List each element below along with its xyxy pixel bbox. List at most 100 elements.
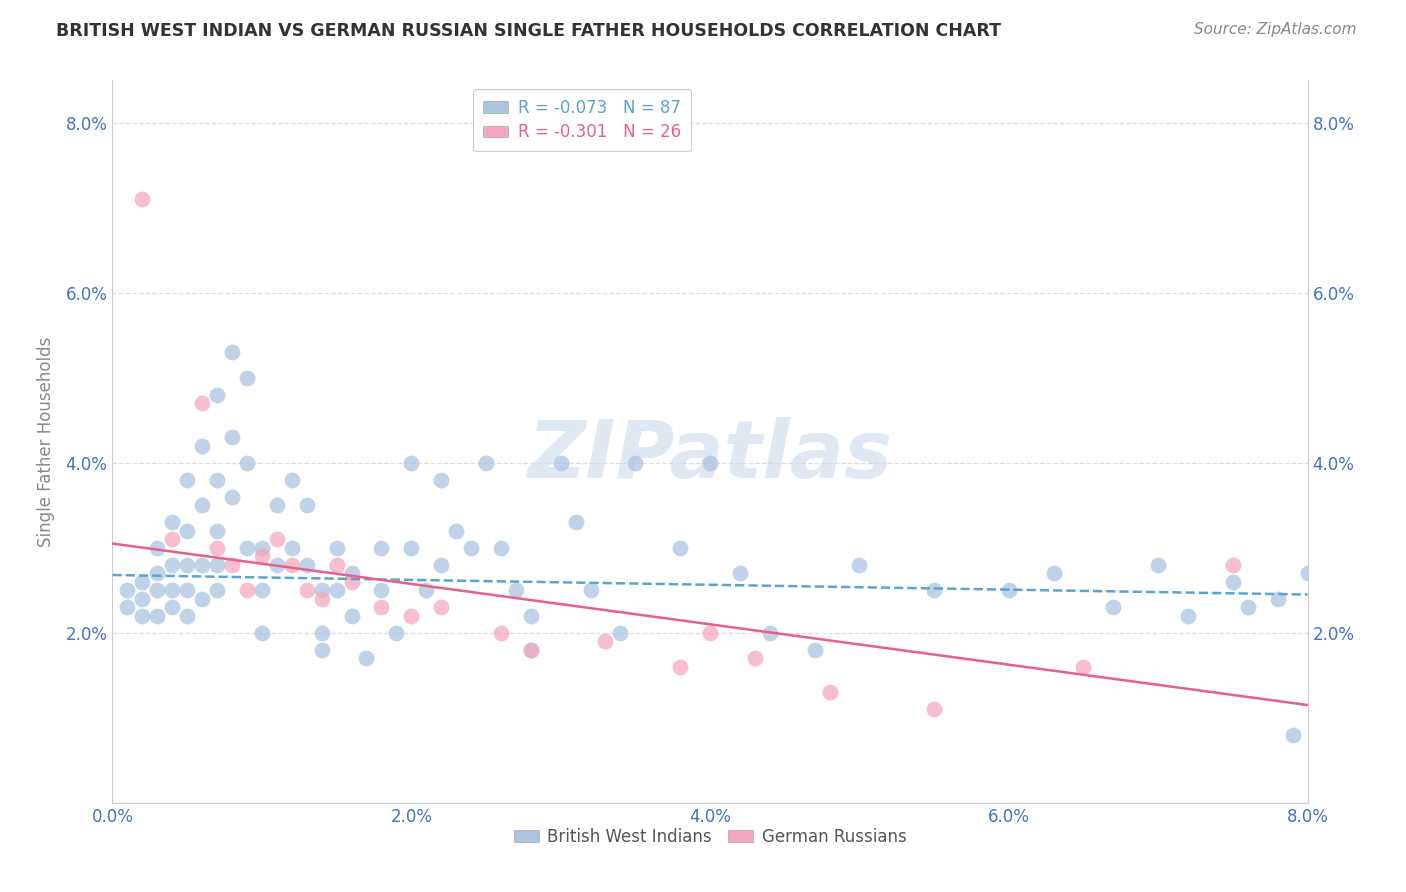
Point: [221, 490, 243, 504]
Point: [311, 583, 333, 598]
Point: [295, 498, 318, 512]
Point: [401, 456, 423, 470]
Point: [205, 524, 228, 538]
Point: [848, 558, 870, 572]
Point: [281, 473, 304, 487]
Point: [624, 456, 647, 470]
Point: [250, 583, 273, 598]
Point: [325, 541, 347, 555]
Point: [370, 583, 392, 598]
Point: [117, 600, 139, 615]
Point: [176, 524, 198, 538]
Point: [669, 541, 692, 555]
Point: [146, 583, 169, 598]
Point: [609, 625, 631, 640]
Point: [489, 625, 512, 640]
Legend: British West Indians, German Russians: British West Indians, German Russians: [508, 821, 912, 852]
Point: [205, 388, 228, 402]
Point: [221, 430, 243, 444]
Point: [221, 558, 243, 572]
Point: [520, 642, 543, 657]
Point: [236, 583, 259, 598]
Point: [728, 566, 751, 581]
Point: [131, 608, 153, 623]
Point: [176, 608, 198, 623]
Point: [191, 439, 214, 453]
Point: [311, 591, 333, 606]
Point: [146, 566, 169, 581]
Point: [922, 583, 945, 598]
Y-axis label: Single Father Households: Single Father Households: [37, 336, 55, 547]
Point: [325, 558, 347, 572]
Point: [131, 591, 153, 606]
Point: [489, 541, 512, 555]
Text: BRITISH WEST INDIAN VS GERMAN RUSSIAN SINGLE FATHER HOUSEHOLDS CORRELATION CHART: BRITISH WEST INDIAN VS GERMAN RUSSIAN SI…: [56, 22, 1001, 40]
Point: [430, 473, 453, 487]
Point: [444, 524, 467, 538]
Point: [564, 516, 586, 530]
Point: [311, 642, 333, 657]
Point: [236, 371, 259, 385]
Point: [1237, 600, 1260, 615]
Point: [922, 702, 945, 716]
Point: [131, 574, 153, 589]
Point: [340, 566, 363, 581]
Point: [1042, 566, 1064, 581]
Point: [759, 625, 782, 640]
Point: [1222, 574, 1244, 589]
Point: [191, 558, 214, 572]
Point: [430, 600, 453, 615]
Point: [162, 600, 183, 615]
Point: [744, 651, 766, 665]
Point: [401, 608, 423, 623]
Point: [117, 583, 139, 598]
Point: [430, 558, 453, 572]
Point: [460, 541, 482, 555]
Point: [669, 660, 692, 674]
Point: [236, 456, 259, 470]
Point: [176, 583, 198, 598]
Point: [1147, 558, 1170, 572]
Point: [162, 558, 183, 572]
Point: [1102, 600, 1125, 615]
Point: [1267, 591, 1289, 606]
Point: [520, 608, 543, 623]
Point: [370, 600, 392, 615]
Point: [311, 625, 333, 640]
Point: [281, 541, 304, 555]
Point: [281, 558, 304, 572]
Point: [295, 583, 318, 598]
Point: [385, 625, 408, 640]
Point: [205, 473, 228, 487]
Point: [1222, 558, 1244, 572]
Point: [595, 634, 617, 648]
Point: [340, 574, 363, 589]
Point: [266, 498, 288, 512]
Point: [401, 541, 423, 555]
Point: [520, 642, 543, 657]
Text: Source: ZipAtlas.com: Source: ZipAtlas.com: [1194, 22, 1357, 37]
Point: [266, 558, 288, 572]
Point: [550, 456, 572, 470]
Point: [191, 396, 214, 410]
Point: [146, 541, 169, 555]
Point: [415, 583, 437, 598]
Point: [475, 456, 498, 470]
Point: [699, 625, 721, 640]
Point: [1073, 660, 1095, 674]
Point: [250, 549, 273, 564]
Point: [205, 541, 228, 555]
Text: ZIPatlas: ZIPatlas: [527, 417, 893, 495]
Point: [250, 625, 273, 640]
Point: [370, 541, 392, 555]
Point: [176, 473, 198, 487]
Point: [176, 558, 198, 572]
Point: [191, 591, 214, 606]
Point: [205, 558, 228, 572]
Point: [162, 583, 183, 598]
Point: [579, 583, 602, 598]
Point: [1281, 728, 1303, 742]
Point: [818, 685, 841, 699]
Point: [325, 583, 347, 598]
Point: [205, 583, 228, 598]
